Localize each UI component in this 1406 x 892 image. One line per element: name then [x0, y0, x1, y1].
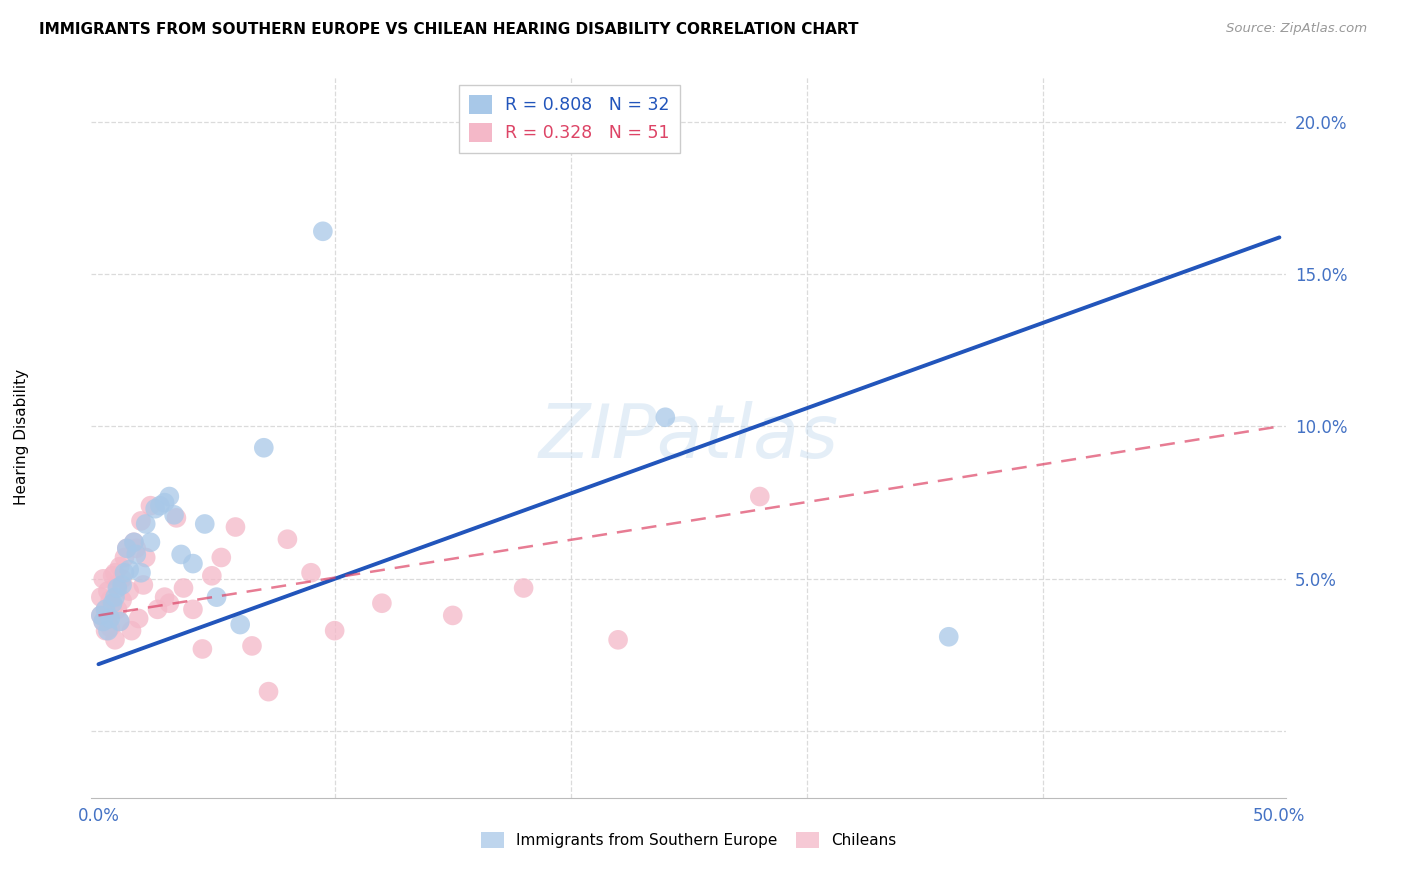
Point: [132, 578, 155, 592]
Point: [94, 602, 117, 616]
Point: [205, 590, 228, 604]
Point: [118, 584, 141, 599]
Point: [91, 572, 114, 586]
Point: [111, 578, 134, 592]
Point: [108, 615, 131, 629]
Point: [90, 608, 112, 623]
Point: [135, 516, 157, 531]
Point: [191, 642, 214, 657]
Point: [173, 581, 195, 595]
Point: [122, 535, 145, 549]
Point: [101, 569, 124, 583]
Point: [104, 590, 127, 604]
Point: [90, 608, 112, 623]
Point: [114, 566, 136, 580]
Point: [165, 511, 187, 525]
Point: [441, 608, 464, 623]
Point: [118, 563, 141, 577]
Point: [748, 490, 770, 504]
Point: [115, 541, 138, 556]
Point: [111, 593, 134, 607]
Point: [94, 624, 117, 638]
Point: [97, 584, 120, 599]
Y-axis label: Hearing Disability: Hearing Disability: [14, 369, 30, 505]
Point: [94, 602, 117, 616]
Point: [209, 550, 232, 565]
Point: [181, 602, 204, 616]
Point: [90, 590, 112, 604]
Point: [153, 590, 176, 604]
Point: [938, 630, 960, 644]
Point: [512, 581, 534, 595]
Point: [139, 535, 162, 549]
Point: [163, 508, 186, 522]
Point: [125, 541, 148, 556]
Point: [157, 490, 180, 504]
Point: [91, 615, 114, 629]
Point: [111, 572, 134, 586]
Point: [114, 550, 136, 565]
Point: [108, 615, 131, 629]
Point: [146, 602, 169, 616]
Point: [299, 566, 322, 580]
Point: [253, 441, 276, 455]
Point: [98, 621, 121, 635]
Point: [108, 559, 131, 574]
Text: IMMIGRANTS FROM SOUTHERN EUROPE VS CHILEAN HEARING DISABILITY CORRELATION CHART: IMMIGRANTS FROM SOUTHERN EUROPE VS CHILE…: [39, 22, 859, 37]
Point: [149, 499, 172, 513]
Point: [104, 566, 127, 580]
Point: [312, 224, 335, 238]
Point: [143, 501, 166, 516]
Point: [229, 617, 252, 632]
Point: [97, 611, 120, 625]
Point: [101, 602, 124, 616]
Point: [91, 615, 114, 629]
Text: ZIPatlas: ZIPatlas: [538, 401, 839, 473]
Point: [170, 548, 193, 562]
Legend: Immigrants from Southern Europe, Chileans: Immigrants from Southern Europe, Chilean…: [475, 825, 903, 855]
Point: [121, 624, 143, 638]
Point: [371, 596, 394, 610]
Point: [257, 684, 280, 698]
Point: [129, 566, 152, 580]
Point: [194, 516, 217, 531]
Point: [128, 611, 150, 625]
Point: [139, 499, 162, 513]
Point: [607, 632, 630, 647]
Point: [157, 596, 180, 610]
Point: [276, 532, 298, 546]
Point: [201, 569, 224, 583]
Point: [101, 596, 124, 610]
Point: [105, 581, 128, 595]
Point: [98, 593, 121, 607]
Point: [654, 410, 676, 425]
Point: [125, 548, 148, 562]
Point: [153, 495, 176, 509]
Point: [105, 578, 128, 592]
Point: [323, 624, 346, 638]
Point: [224, 520, 246, 534]
Point: [129, 514, 152, 528]
Point: [240, 639, 263, 653]
Point: [97, 624, 120, 638]
Point: [98, 611, 121, 625]
Point: [105, 602, 128, 616]
Text: Source: ZipAtlas.com: Source: ZipAtlas.com: [1226, 22, 1367, 36]
Point: [104, 632, 127, 647]
Point: [181, 557, 204, 571]
Point: [122, 535, 145, 549]
Point: [135, 550, 157, 565]
Point: [115, 541, 138, 556]
